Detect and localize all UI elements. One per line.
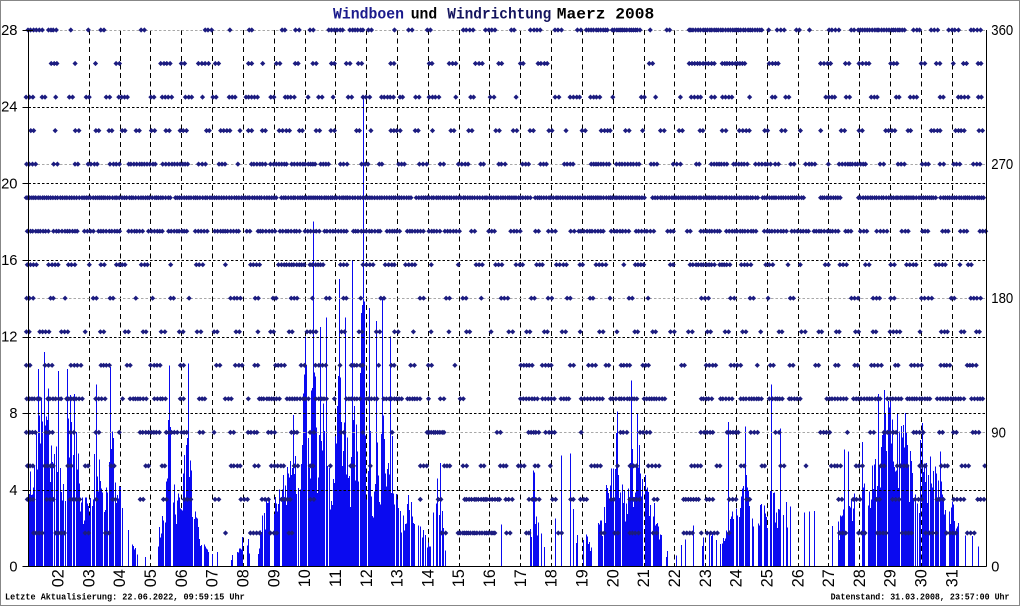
svg-text:10: 10 <box>296 569 314 587</box>
svg-text:03: 03 <box>80 569 98 587</box>
svg-text:21: 21 <box>635 569 653 587</box>
svg-text:0: 0 <box>991 560 999 576</box>
svg-text:30: 30 <box>913 569 931 587</box>
svg-text:22: 22 <box>666 569 684 587</box>
svg-text:20: 20 <box>604 569 622 587</box>
svg-text:12: 12 <box>1 330 17 346</box>
svg-text:04: 04 <box>111 569 129 587</box>
svg-text:14: 14 <box>419 569 437 587</box>
svg-text:27: 27 <box>820 569 838 587</box>
svg-text:18: 18 <box>543 569 561 587</box>
svg-text:28: 28 <box>1 23 17 39</box>
svg-text:270: 270 <box>991 157 1013 173</box>
svg-text:28: 28 <box>851 569 869 587</box>
svg-text:360: 360 <box>991 23 1013 39</box>
svg-text:13: 13 <box>389 569 407 587</box>
svg-text:11: 11 <box>327 569 345 587</box>
svg-text:19: 19 <box>574 569 592 587</box>
svg-text:23: 23 <box>697 569 715 587</box>
svg-text:29: 29 <box>882 569 900 587</box>
svg-text:20: 20 <box>1 176 17 192</box>
svg-text:16: 16 <box>481 569 499 587</box>
svg-text:Datenstand: 31.03.2008, 23:57:: Datenstand: 31.03.2008, 23:57:00 Uhr <box>831 592 1010 603</box>
svg-text:16: 16 <box>1 253 17 269</box>
svg-text:180: 180 <box>991 291 1013 307</box>
svg-text:90: 90 <box>991 425 1006 441</box>
svg-text:Windrichtung: Windrichtung <box>447 5 551 23</box>
svg-text:31: 31 <box>943 569 961 587</box>
svg-text:8: 8 <box>9 406 17 422</box>
svg-text:26: 26 <box>789 569 807 587</box>
svg-text:05: 05 <box>142 569 160 587</box>
svg-text:24: 24 <box>1 100 17 116</box>
svg-text:02: 02 <box>50 569 68 587</box>
svg-text:15: 15 <box>450 569 468 587</box>
svg-text:24: 24 <box>728 569 746 587</box>
svg-text:0: 0 <box>9 560 17 576</box>
svg-text:Letzte Aktualisierung: 22.06.2: Letzte Aktualisierung: 22.06.2022, 09:59… <box>5 592 245 603</box>
svg-text:12: 12 <box>358 569 376 587</box>
svg-text:07: 07 <box>204 569 222 587</box>
svg-text:Maerz 2008: Maerz 2008 <box>557 5 655 23</box>
svg-text:08: 08 <box>235 569 253 587</box>
svg-text:25: 25 <box>758 569 776 587</box>
svg-text:06: 06 <box>173 569 191 587</box>
svg-text:09: 09 <box>265 569 283 587</box>
svg-text:4: 4 <box>9 483 17 499</box>
svg-text:und: und <box>411 5 438 23</box>
svg-text:17: 17 <box>512 569 530 587</box>
svg-text:Windboen: Windboen <box>333 5 404 23</box>
